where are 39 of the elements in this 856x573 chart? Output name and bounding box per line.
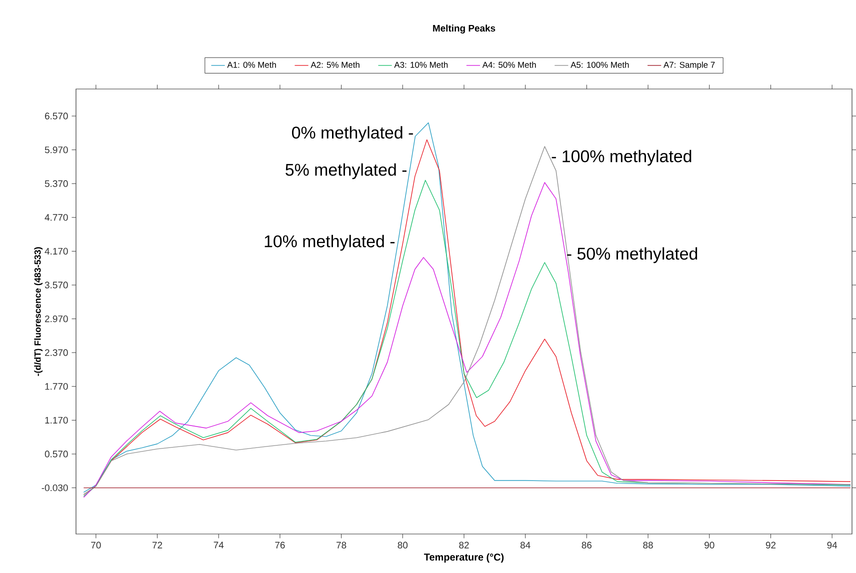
y-tick-label: 6.570 [45,112,68,120]
y-tick-label: 0.570 [44,450,68,458]
legend-label: A3: 10% Meth [394,62,448,68]
legend-label: A1: 0% Meth [227,62,276,68]
x-tick-label: 92 [766,542,776,548]
y-tick-label: 4.170 [44,248,68,255]
y-tick-label: -0.030 [42,484,68,492]
legend-label: A2: 5% Meth [310,62,360,68]
x-tick-label: 74 [214,542,224,548]
annotation: - 100% methylated [552,150,692,166]
x-tick-label: 84 [520,542,530,548]
x-axis-title: Temperature (°C) [424,553,504,563]
x-tick-label: 72 [152,542,162,548]
y-tick-label: 2.970 [45,315,68,322]
legend-label: A7: Sample 7 [664,62,715,70]
x-tick-label: 86 [582,542,592,548]
legend-label: A5: 100% Meth [570,62,629,68]
x-tick-label: 88 [643,542,653,548]
x-tick-label: 90 [704,542,714,548]
x-tick-label: 70 [91,542,101,548]
x-tick-label: 82 [459,542,469,548]
y-tick-label: 1.170 [45,416,68,424]
legend-label: A4: 50% Meth [482,62,536,68]
y-tick-label: 4.770 [44,214,68,221]
x-tick-label: 80 [398,542,408,548]
annotation: 10% methylated - [264,234,395,251]
annotation: 0% methylated - [292,126,413,142]
y-tick-label: 3.570 [44,282,68,288]
annotation: - 50% methylated [567,247,698,264]
y-tick-label: 1.770 [45,383,68,390]
y-axis-title: -(d/dT) Fluorescence (483-533) [34,247,43,376]
x-tick-label: 94 [827,542,838,548]
y-tick-label: 5.970 [44,146,68,154]
y-tick-label: 5.370 [44,180,68,187]
annotation: 5% methylated - [286,163,407,180]
y-tick-label: 2.370 [45,349,68,356]
x-tick-label: 76 [275,542,285,548]
chart-title: Melting Peaks [433,24,496,34]
x-tick-label: 78 [336,542,346,548]
